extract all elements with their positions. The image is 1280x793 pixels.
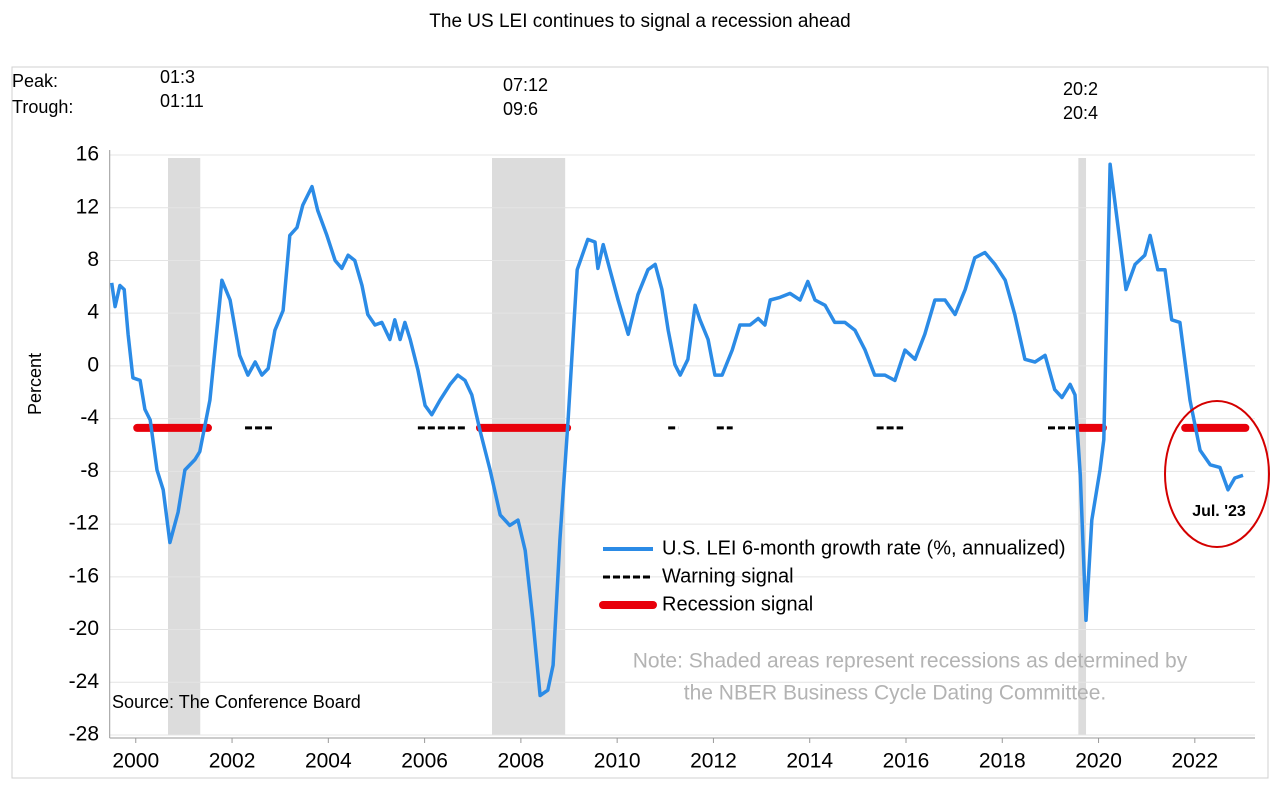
x-tick-label: 2016 bbox=[883, 750, 930, 773]
trough-date: 09:6 bbox=[503, 99, 538, 119]
x-tick-label: 2022 bbox=[1171, 750, 1218, 773]
note: Note: Shaded areas represent recessions … bbox=[633, 650, 1188, 673]
y-tick-label: -28 bbox=[69, 723, 99, 746]
chart-title: The US LEI continues to signal a recessi… bbox=[429, 11, 850, 32]
y-tick-label: 4 bbox=[87, 301, 99, 324]
legend-label: Warning signal bbox=[662, 565, 794, 587]
x-tick-label: 2000 bbox=[112, 750, 159, 773]
peak-date: 01:3 bbox=[160, 67, 195, 87]
y-tick-label: -16 bbox=[69, 564, 99, 587]
y-tick-label: 16 bbox=[76, 143, 99, 166]
y-tick-label: -24 bbox=[69, 670, 100, 693]
y-tick-label: 8 bbox=[87, 248, 99, 271]
frame bbox=[11, 66, 1269, 779]
y-tick-label: -20 bbox=[69, 617, 99, 640]
recession-shade bbox=[1078, 158, 1087, 735]
x-tick-label: 2008 bbox=[498, 750, 545, 773]
trough-date: 01:11 bbox=[160, 91, 204, 111]
highlight-circle bbox=[1164, 400, 1270, 548]
trough-label: Trough: bbox=[12, 97, 73, 117]
legend-label: Recession signal bbox=[662, 593, 813, 615]
y-tick-label: -4 bbox=[80, 406, 99, 429]
x-tick-label: 2010 bbox=[594, 750, 641, 773]
plot-area bbox=[109, 150, 1255, 743]
y-tick-label: -8 bbox=[80, 459, 99, 482]
x-tick-label: 2018 bbox=[979, 750, 1026, 773]
trough-date: 20:4 bbox=[1063, 103, 1098, 123]
peak-date: 07:12 bbox=[503, 75, 548, 95]
note: the NBER Business Cycle Dating Committee… bbox=[684, 682, 1107, 705]
y-tick-label: 12 bbox=[76, 195, 99, 218]
x-tick-label: 2014 bbox=[786, 750, 833, 773]
annotation: Jul. '23 bbox=[1192, 503, 1246, 520]
x-tick-label: 2012 bbox=[690, 750, 737, 773]
x-tick-label: 2020 bbox=[1075, 750, 1122, 773]
source: Source: The Conference Board bbox=[112, 692, 361, 712]
recession-shade bbox=[168, 158, 201, 735]
lei-line bbox=[109, 162, 1244, 698]
peak-date: 20:2 bbox=[1063, 79, 1098, 99]
x-tick-label: 2004 bbox=[305, 750, 352, 773]
legend-label: U.S. LEI 6-month growth rate (%, annuali… bbox=[662, 537, 1066, 559]
y-tick-label: -12 bbox=[69, 512, 99, 535]
peak-label: Peak: bbox=[12, 71, 58, 91]
y-tick-label: 0 bbox=[87, 353, 99, 376]
x-tick-label: 2006 bbox=[401, 750, 448, 773]
x-tick-label: 2002 bbox=[209, 750, 256, 773]
y-axis-label: Percent bbox=[25, 353, 45, 415]
